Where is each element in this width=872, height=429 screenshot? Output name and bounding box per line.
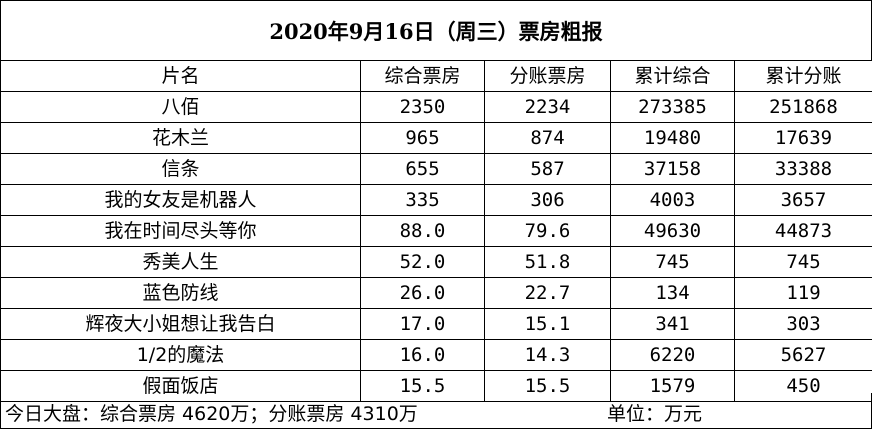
cumulative-total: 37158 <box>610 153 735 185</box>
unit-note: 单位：万元 <box>607 403 703 425</box>
header-split-gross: 分账票房 <box>484 60 611 92</box>
film-name: 辉夜大小姐想让我告白 <box>0 308 361 340</box>
cumulative-total: 341 <box>610 308 735 340</box>
split-gross: 306 <box>484 184 611 216</box>
total-gross: 965 <box>360 122 485 154</box>
header-total-gross: 综合票房 <box>360 60 485 92</box>
cumulative-split: 44873 <box>734 215 872 247</box>
total-gross: 15.5 <box>360 370 485 402</box>
film-name: 八佰 <box>0 91 361 123</box>
total-gross: 52.0 <box>360 246 485 278</box>
table-row: 假面饭店 15.5 15.5 1579 450 <box>0 370 872 402</box>
cumulative-split: 303 <box>734 308 872 340</box>
header-cumulative-split: 累计分账 <box>734 60 872 92</box>
cumulative-total: 134 <box>610 277 735 309</box>
cumulative-split: 745 <box>734 246 872 278</box>
table-row: 秀美人生 52.0 51.8 745 745 <box>0 246 872 278</box>
box-office-table: 片名 综合票房 分账票房 累计综合 累计分账 八佰 2350 2234 2733… <box>0 60 872 402</box>
film-name: 我在时间尽头等你 <box>0 215 361 247</box>
header-film-name: 片名 <box>0 60 361 92</box>
split-gross: 14.3 <box>484 339 611 371</box>
table-row: 信条 655 587 37158 33388 <box>0 153 872 185</box>
split-gross: 15.1 <box>484 308 611 340</box>
cumulative-total: 745 <box>610 246 735 278</box>
cumulative-total: 1579 <box>610 370 735 402</box>
cumulative-split: 450 <box>734 370 872 402</box>
table-row: 辉夜大小姐想让我告白 17.0 15.1 341 303 <box>0 308 872 340</box>
cumulative-split: 17639 <box>734 122 872 154</box>
market-summary: 今日大盘：综合票房 4620万；分账票房 4310万 <box>5 403 418 425</box>
cumulative-total: 4003 <box>610 184 735 216</box>
total-gross: 655 <box>360 153 485 185</box>
cumulative-split: 5627 <box>734 339 872 371</box>
table-row: 蓝色防线 26.0 22.7 134 119 <box>0 277 872 309</box>
table-row: 我在时间尽头等你 88.0 79.6 49630 44873 <box>0 215 872 247</box>
total-gross: 16.0 <box>360 339 485 371</box>
cumulative-split: 251868 <box>734 91 872 123</box>
film-name: 蓝色防线 <box>0 277 361 309</box>
total-gross: 17.0 <box>360 308 485 340</box>
total-gross: 335 <box>360 184 485 216</box>
header-cumulative-total: 累计综合 <box>610 60 735 92</box>
film-name: 假面饭店 <box>0 370 361 402</box>
table-row: 1/2的魔法 16.0 14.3 6220 5627 <box>0 339 872 371</box>
film-name: 1/2的魔法 <box>0 339 361 371</box>
table-row: 我的女友是机器人 335 306 4003 3657 <box>0 184 872 216</box>
summary-footer: 今日大盘：综合票房 4620万；分账票房 4310万 单位：万元 <box>0 393 872 429</box>
film-name: 信条 <box>0 153 361 185</box>
cumulative-total: 6220 <box>610 339 735 371</box>
split-gross: 2234 <box>484 91 611 123</box>
sheet-title: 2020年9月16日（周三）票房粗报 <box>0 0 872 60</box>
cumulative-total: 19480 <box>610 122 735 154</box>
cumulative-total: 273385 <box>610 91 735 123</box>
split-gross: 874 <box>484 122 611 154</box>
split-gross: 587 <box>484 153 611 185</box>
header-row: 片名 综合票房 分账票房 累计综合 累计分账 <box>0 60 872 92</box>
split-gross: 51.8 <box>484 246 611 278</box>
cumulative-total: 49630 <box>610 215 735 247</box>
total-gross: 2350 <box>360 91 485 123</box>
table-row: 花木兰 965 874 19480 17639 <box>0 122 872 154</box>
total-gross: 26.0 <box>360 277 485 309</box>
film-name: 秀美人生 <box>0 246 361 278</box>
film-name: 花木兰 <box>0 122 361 154</box>
split-gross: 79.6 <box>484 215 611 247</box>
total-gross: 88.0 <box>360 215 485 247</box>
film-name: 我的女友是机器人 <box>0 184 361 216</box>
cumulative-split: 3657 <box>734 184 872 216</box>
cumulative-split: 119 <box>734 277 872 309</box>
cumulative-split: 33388 <box>734 153 872 185</box>
table-row: 八佰 2350 2234 273385 251868 <box>0 91 872 123</box>
split-gross: 22.7 <box>484 277 611 309</box>
